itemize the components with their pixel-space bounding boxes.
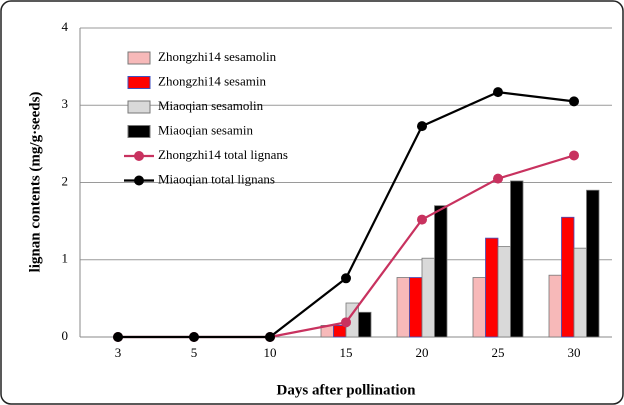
- marker: [417, 121, 427, 132]
- marker: [189, 332, 199, 342]
- x-tick-label: 30: [568, 345, 581, 360]
- x-tick-label: 15: [340, 345, 353, 360]
- x-tick-label: 25: [492, 345, 505, 360]
- y-axis-title: lignan contents (mg/g·seeds): [27, 92, 43, 273]
- legend-label: Zhongzhi14 total lignans: [158, 147, 288, 162]
- x-tick-label: 5: [191, 345, 198, 360]
- marker: [569, 150, 579, 161]
- x-tick-label: 20: [416, 345, 429, 360]
- legend-label: Miaoqian sesamin: [158, 122, 253, 137]
- legend-label: Zhongzhi14 sesamin: [158, 73, 266, 88]
- marker: [417, 214, 427, 225]
- bar: [510, 180, 524, 338]
- legend-marker: [134, 151, 144, 161]
- bar: [472, 277, 486, 338]
- bar: [358, 311, 372, 338]
- legend-swatch: [127, 76, 151, 89]
- bar: [586, 189, 600, 338]
- bar: [421, 257, 435, 338]
- x-tick-label: 10: [264, 345, 277, 360]
- bar: [409, 277, 423, 338]
- x-axis-title: Days after pollination: [277, 382, 417, 398]
- x-tick-label: 3: [115, 345, 122, 360]
- y-tick-label: 4: [62, 19, 69, 34]
- y-tick-label: 1: [62, 251, 69, 266]
- bar: [561, 216, 575, 338]
- y-tick-label: 3: [62, 96, 69, 111]
- legend-swatch: [127, 100, 151, 114]
- marker: [113, 332, 123, 342]
- bar: [573, 247, 587, 338]
- marker: [341, 317, 351, 328]
- bar: [548, 274, 562, 338]
- legend-label: Miaoqian sesamolin: [158, 98, 264, 113]
- legend-swatch: [127, 51, 151, 65]
- marker: [569, 96, 579, 107]
- bar: [497, 246, 511, 338]
- marker: [493, 173, 503, 184]
- legend-swatch: [127, 125, 151, 138]
- bar: [396, 277, 410, 338]
- marker: [341, 273, 351, 284]
- marker: [493, 87, 503, 98]
- legend-label: Zhongzhi14 sesamolin: [158, 49, 277, 64]
- bar: [333, 325, 347, 338]
- y-tick-label: 2: [62, 173, 69, 188]
- legend-marker: [134, 175, 144, 186]
- bar: [434, 205, 448, 338]
- legend-label: Miaoqian total lignans: [158, 171, 275, 186]
- y-tick-label: 0: [62, 328, 69, 343]
- marker: [265, 332, 275, 342]
- bar: [485, 237, 499, 338]
